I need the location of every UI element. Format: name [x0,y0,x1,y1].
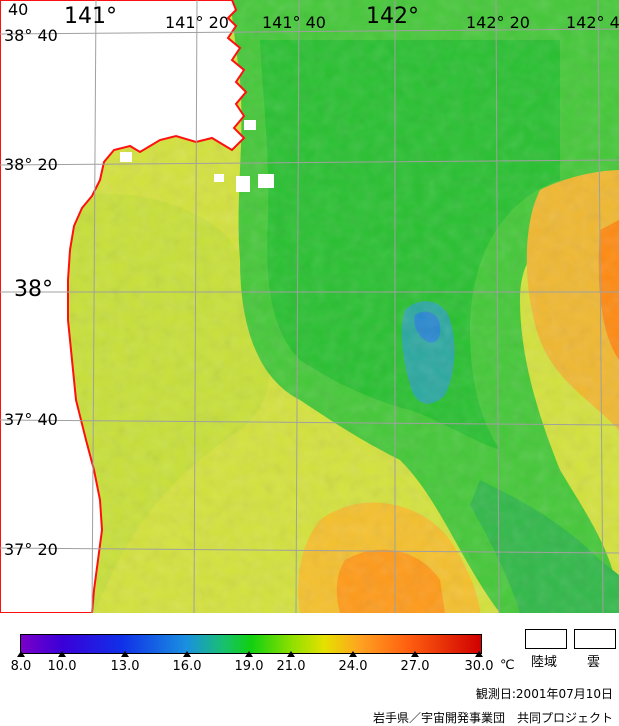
tick-label: 13.0 [110,659,140,674]
lon-label-141: 141° [64,4,117,29]
land-key-swatch [525,629,567,649]
meridian-142-20 [495,0,500,613]
cloud-patch [120,152,132,162]
unit-label: ℃ [500,658,515,673]
cloud-key-swatch [574,629,616,649]
sea-surface-temperature-map: 141° 141° 20 141° 40 142° 142° 20 142° 4… [0,0,619,613]
lon-label-142-20: 142° 20 [466,13,530,32]
credit-line: 岩手県／宇宙開発事業団 共同プロジェクト [372,711,613,725]
cloud-patch [236,176,250,192]
observation-date: 観測日:2001年07月10日 [475,687,613,701]
tick-mark [411,651,419,657]
tick-mark [58,651,66,657]
lon-label-141-20: 141° 20 [165,13,229,32]
tick-label: 21.0 [276,659,306,674]
tick-mark [245,651,253,657]
meridian-141 [91,0,97,613]
tick-label: 10.0 [47,659,77,674]
lat-label-38-40: 38° 40 [4,26,58,45]
tick-label: 30.0 [464,659,494,674]
parallel-38-40 [0,28,619,35]
lon-label-142: 142° [366,4,419,29]
meridian-142-40 [597,0,604,613]
meridian-141-40 [295,0,300,613]
corner-label: 40 [8,0,29,19]
lat-label-38-20: 38° 20 [4,155,58,174]
meridian-141-20 [193,0,198,613]
tick-label: 19.0 [234,659,264,674]
tick-label: 27.0 [400,659,430,674]
map-canvas [0,0,619,613]
cloud-key-label: 雲 [587,655,601,670]
parallel-37-20 [0,547,619,554]
tick-mark [287,651,295,657]
land-honshu [0,0,248,613]
tick-label: 16.0 [172,659,202,674]
lat-label-37-40: 37° 40 [4,410,58,429]
tick-mark [183,651,191,657]
tick-label: 24.0 [338,659,368,674]
land-key-label: 陸域 [531,655,558,670]
cloud-patch [214,174,224,182]
lon-label-142-40: 142° 4 [566,13,619,32]
cloud-patch [244,120,256,130]
parallel-37-40 [0,419,619,426]
tick-mark [349,651,357,657]
graticule [0,0,619,613]
parallel-38-20 [0,159,619,166]
lat-label-37-20: 37° 20 [4,540,58,559]
lon-label-141-40: 141° 40 [262,13,326,32]
tick-mark [121,651,129,657]
lat-label-38: 38° [14,277,53,302]
legend: 8.0 10.0 13.0 16.0 19.0 21.0 24.0 27.0 3… [0,613,619,725]
tick-label: 8.0 [10,659,32,674]
tick-mark [17,651,25,657]
cloud-patch [258,174,274,188]
tick-mark [475,651,483,657]
